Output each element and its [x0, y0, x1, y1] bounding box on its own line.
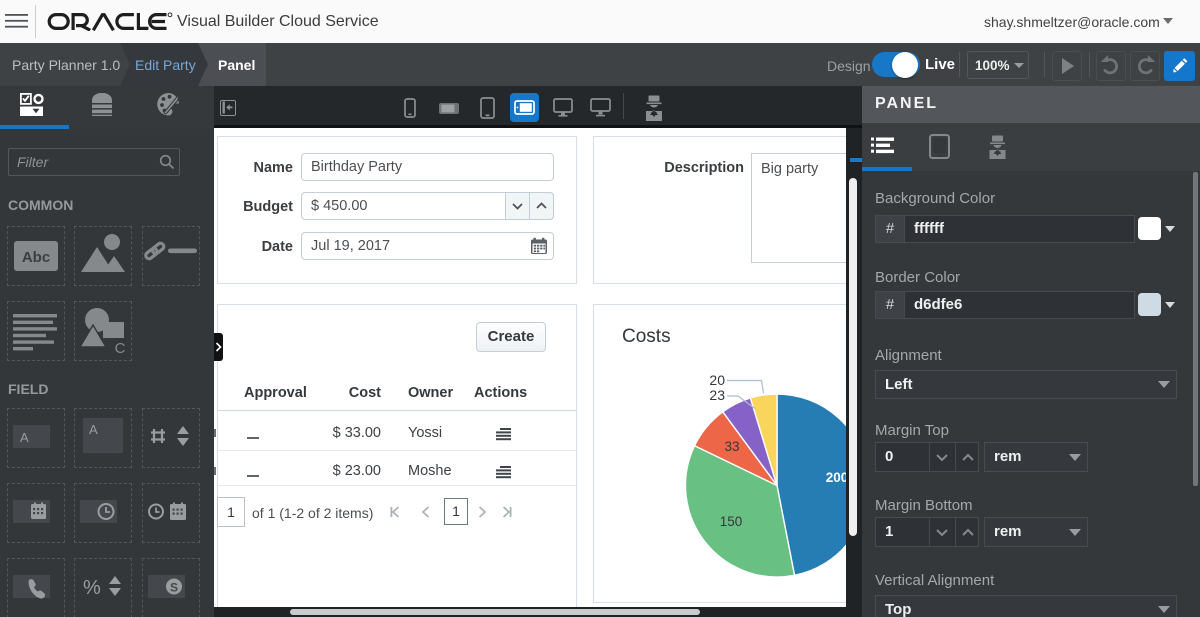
svg-text:A: A: [89, 422, 98, 437]
svg-text:A: A: [20, 430, 29, 445]
svg-text:Abc: Abc: [21, 249, 49, 266]
svg-text:200: 200: [826, 470, 846, 485]
svg-text:150: 150: [720, 514, 743, 529]
svg-text:20: 20: [709, 372, 725, 388]
svg-text:%: %: [83, 577, 101, 599]
svg-text:S: S: [169, 581, 177, 595]
svg-text:23: 23: [709, 387, 725, 403]
svg-text:33: 33: [724, 439, 739, 454]
svg-text:C: C: [115, 340, 126, 357]
